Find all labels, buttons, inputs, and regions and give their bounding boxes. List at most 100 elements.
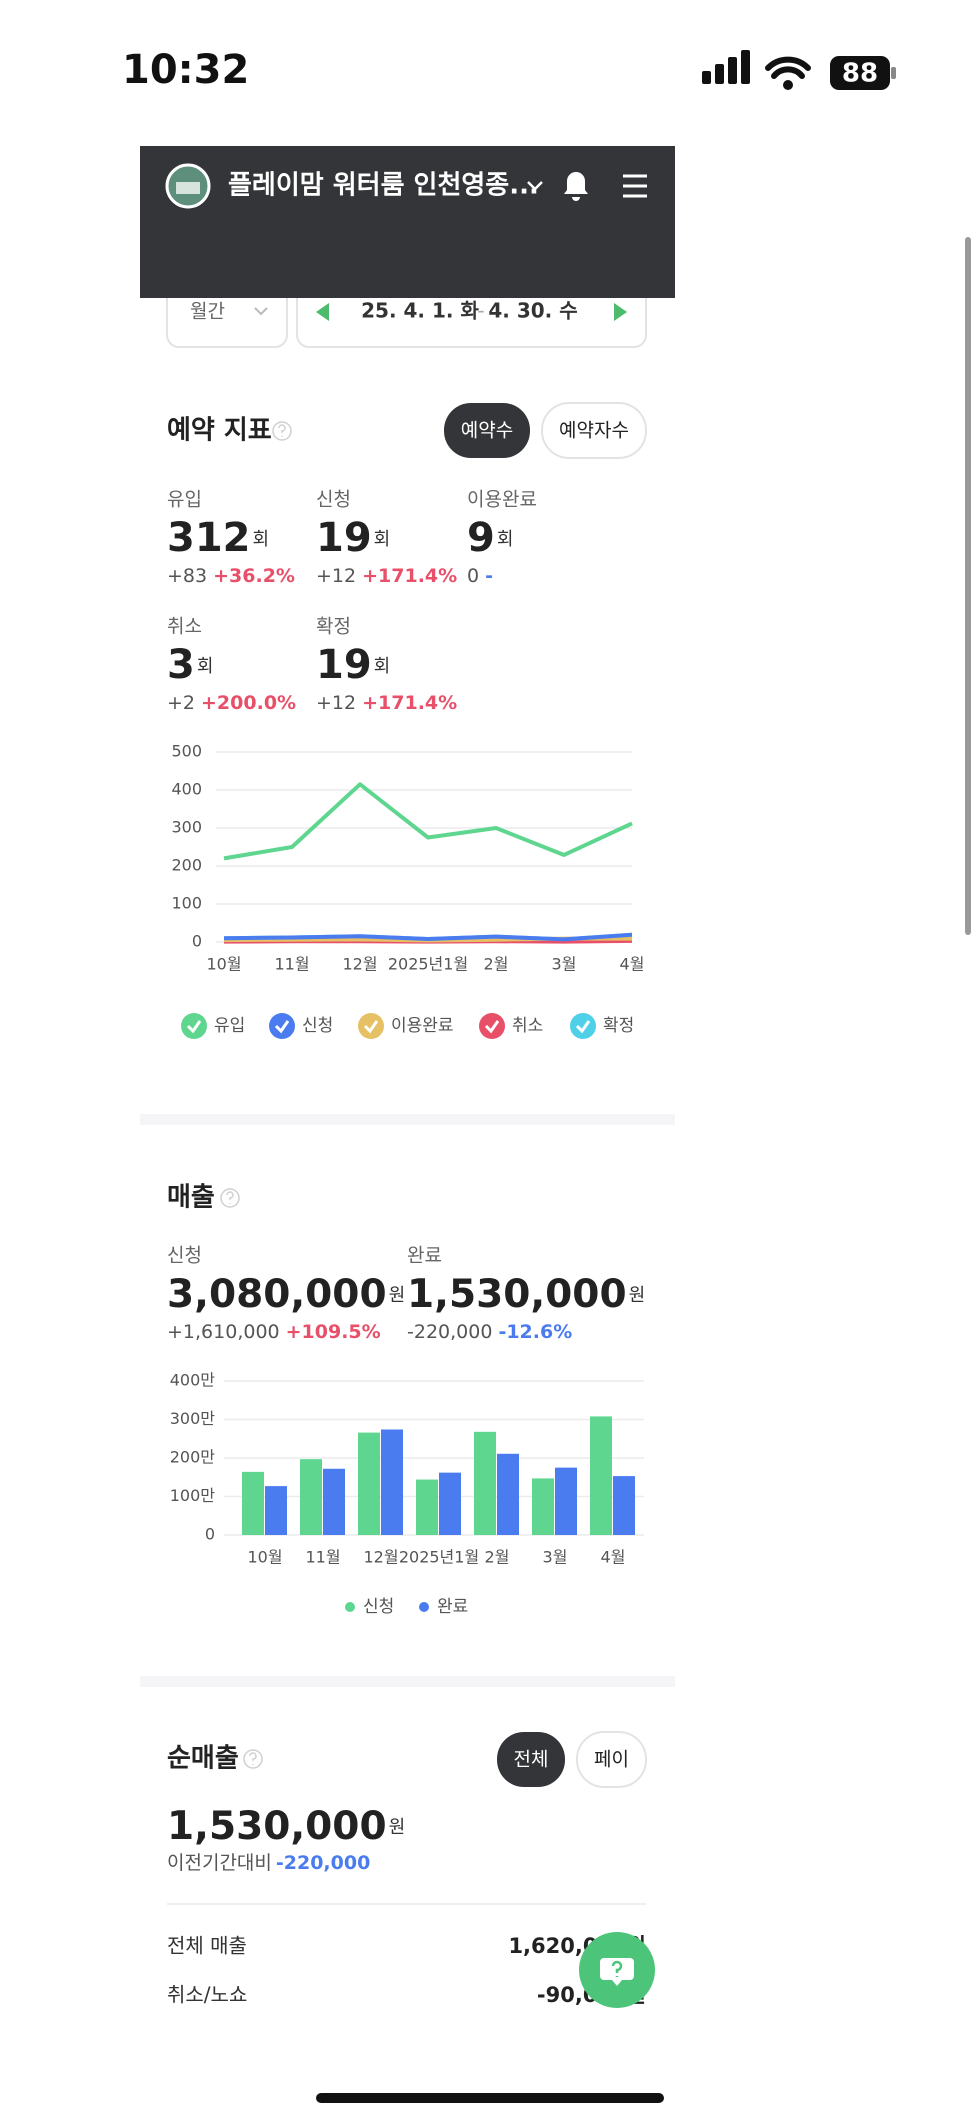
help-glyph — [278, 424, 286, 437]
y-tick-label: 100 — [171, 894, 202, 913]
y-tick-label: 500 — [171, 742, 202, 761]
row-label: 취소/노쇼 — [167, 1983, 247, 2007]
bar — [381, 1429, 403, 1535]
wifi-dot — [783, 80, 793, 90]
metric-label: 확정 — [316, 616, 351, 638]
toggle-button[interactable] — [444, 403, 530, 458]
toggle-button[interactable] — [541, 402, 647, 459]
pct: +109.5% — [286, 1321, 381, 1343]
legend-check[interactable] — [479, 1013, 505, 1039]
toggle-label: 전체 — [514, 1749, 549, 1771]
metric-label: 완료 — [407, 1245, 442, 1267]
help-glyph — [249, 1752, 257, 1765]
legend-check[interactable] — [570, 1013, 596, 1039]
unit: 회 — [197, 656, 214, 677]
value: 9 — [467, 515, 495, 561]
bar — [323, 1468, 345, 1535]
bar — [242, 1471, 264, 1535]
pct: - — [485, 565, 493, 587]
toggle-label: 예약수 — [461, 420, 513, 442]
unit: 원 — [389, 1817, 406, 1838]
pct: -12.6% — [498, 1321, 572, 1343]
fab-glyph — [611, 1960, 623, 1977]
y-tick-label: 100만 — [170, 1486, 216, 1505]
prev-button[interactable] — [316, 303, 329, 321]
header — [140, 146, 675, 298]
battery-tip — [891, 67, 896, 79]
metric-value: 19 회 — [316, 515, 390, 561]
signal-bar — [702, 71, 711, 84]
bar — [265, 1486, 287, 1535]
period-mode: 월간 — [190, 301, 225, 323]
x-tick-label: 11월 — [305, 1548, 340, 1567]
x-tick-label: 10월 — [206, 955, 241, 974]
section-title: 순매출 — [167, 1744, 239, 1774]
value: 312 — [167, 515, 251, 561]
clock: 10:32 — [122, 47, 249, 93]
bar — [300, 1459, 322, 1535]
unit: 원 — [389, 1285, 406, 1306]
diff: 0 — [467, 565, 479, 587]
toggle-label: 예약자수 — [559, 420, 629, 442]
unit: 회 — [253, 529, 270, 550]
bar — [474, 1431, 496, 1535]
date-start: 25. 4. 1. 화 — [361, 299, 479, 323]
value: 3,080,000 — [167, 1272, 387, 1317]
bar — [439, 1472, 461, 1535]
legend-label: 유입 — [214, 1016, 245, 1036]
y-tick-label: 0 — [205, 1525, 215, 1544]
bell-icon[interactable] — [564, 172, 588, 201]
metric-change: -220,000 -12.6% — [407, 1321, 572, 1343]
x-tick-label: 2월 — [485, 1548, 510, 1567]
section-divider — [140, 1114, 675, 1125]
value: 1,530,000 — [407, 1272, 627, 1317]
value: 19 — [316, 642, 372, 688]
compare-value: -220,000 — [276, 1852, 370, 1874]
toggle-button[interactable] — [497, 1732, 565, 1787]
y-tick-label: 0 — [192, 932, 202, 951]
bar — [497, 1453, 519, 1535]
next-button[interactable] — [614, 303, 627, 321]
metric-value: 1,530,000 원 — [407, 1272, 645, 1317]
compare-label: 이전기간대비 — [167, 1852, 272, 1874]
y-tick-label: 400만 — [170, 1371, 216, 1390]
legend-check[interactable] — [269, 1013, 295, 1039]
dropdown[interactable] — [527, 181, 543, 191]
pct: +171.4% — [362, 692, 457, 714]
diff: +2 — [167, 692, 195, 714]
legend-label: 취소 — [512, 1016, 543, 1036]
signal-bar — [715, 64, 724, 84]
x-tick-label: 12월 — [342, 955, 377, 974]
legend-label: 이용완료 — [391, 1016, 454, 1036]
scrollbar — [965, 237, 971, 935]
legend-check[interactable] — [181, 1013, 207, 1039]
metric-value: 312 회 — [167, 515, 269, 561]
legend-label: 신청 — [363, 1597, 394, 1617]
diff: +12 — [316, 692, 356, 714]
metric-label: 취소 — [167, 616, 202, 638]
metric-change: +2 +200.0% — [167, 692, 296, 714]
x-tick-label: 4월 — [620, 955, 645, 974]
legend-check[interactable] — [358, 1013, 384, 1039]
metric-label: 신청 — [167, 1245, 202, 1267]
logo-detail — [176, 182, 200, 194]
value: 1,530,000 — [167, 1804, 387, 1849]
help-icon — [220, 1188, 240, 1208]
check-glyph — [575, 1020, 591, 1034]
value: 19 — [316, 515, 372, 561]
toggle-button[interactable] — [576, 1731, 647, 1788]
bar — [532, 1478, 554, 1535]
metric-label: 유입 — [167, 489, 202, 511]
metric-change: +1,610,000 +109.5% — [167, 1321, 381, 1343]
battery — [830, 56, 890, 90]
help-icon — [243, 1749, 263, 1769]
x-tick-label: 2월 — [484, 955, 509, 974]
date-separator: - — [477, 299, 484, 323]
metric-change: +12 +171.4% — [316, 565, 457, 587]
metric-value: 19 회 — [316, 642, 390, 688]
wifi-icon — [765, 56, 811, 79]
section-title: 예약 지표 — [167, 416, 272, 446]
y-tick-label: 300 — [171, 818, 202, 837]
net-compare: 이전기간대비 -220,000 — [167, 1852, 370, 1874]
